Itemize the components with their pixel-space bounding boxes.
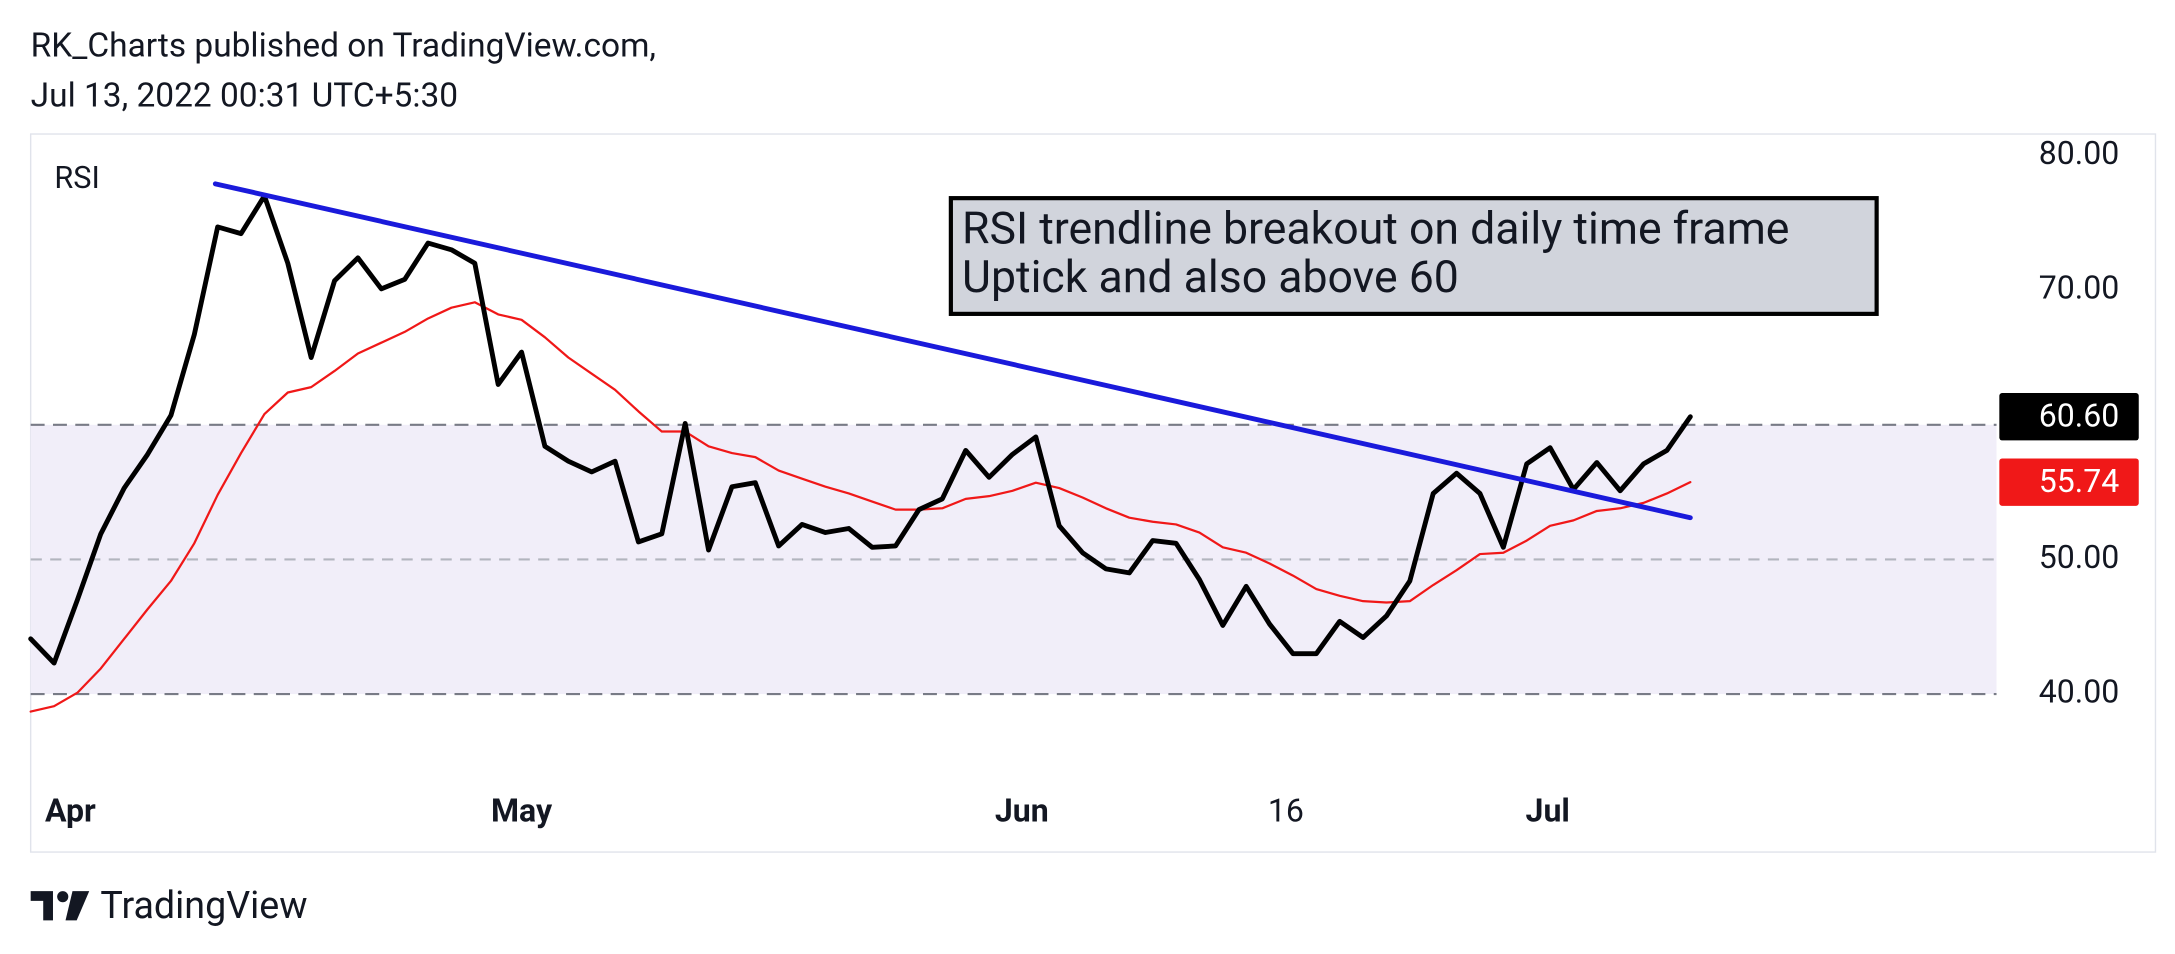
pane-label: RSI bbox=[54, 161, 99, 196]
annotation-text: RSI trendline breakout on daily time fra… bbox=[962, 202, 1789, 254]
rsi-line bbox=[28, 193, 1693, 666]
y-tick-label: 80.00 bbox=[2039, 134, 2119, 172]
last-value-label: 55.74 bbox=[2039, 462, 2119, 500]
last-value-badge bbox=[1999, 393, 2139, 441]
annotation-box bbox=[948, 196, 1879, 316]
footer-brand: TradingView bbox=[100, 884, 307, 928]
footer-logo bbox=[30, 891, 90, 921]
header-line1: RK_Charts published on TradingView.com, bbox=[31, 26, 656, 65]
annotation-text: Uptick and also above 60 bbox=[962, 251, 1459, 303]
x-tick-label: Jul bbox=[1526, 791, 1570, 829]
x-tick-label: May bbox=[491, 791, 553, 829]
x-tick-label: Apr bbox=[45, 791, 96, 829]
y-tick-label: 40.00 bbox=[2039, 673, 2119, 711]
annotation: RSI trendline breakout on daily time fra… bbox=[948, 196, 1879, 316]
x-tick-label: 16 bbox=[1268, 791, 1304, 829]
x-tick-label: Jun bbox=[995, 791, 1049, 829]
y-tick-label: 70.00 bbox=[2039, 269, 2119, 307]
rsi-line bbox=[29, 301, 1692, 713]
last-value-badge bbox=[1999, 458, 2139, 506]
header-line2: Jul 13, 2022 00:31 UTC+5:30 bbox=[31, 77, 458, 116]
trendline bbox=[212, 181, 1693, 521]
last-value-label: 60.60 bbox=[2039, 397, 2119, 435]
y-tick-label: 50.00 bbox=[2039, 538, 2119, 576]
plot: 40.00 50.00 70.00 80.00 Apr May Jun 16 Jul RSI tr… bbox=[28, 134, 2139, 829]
